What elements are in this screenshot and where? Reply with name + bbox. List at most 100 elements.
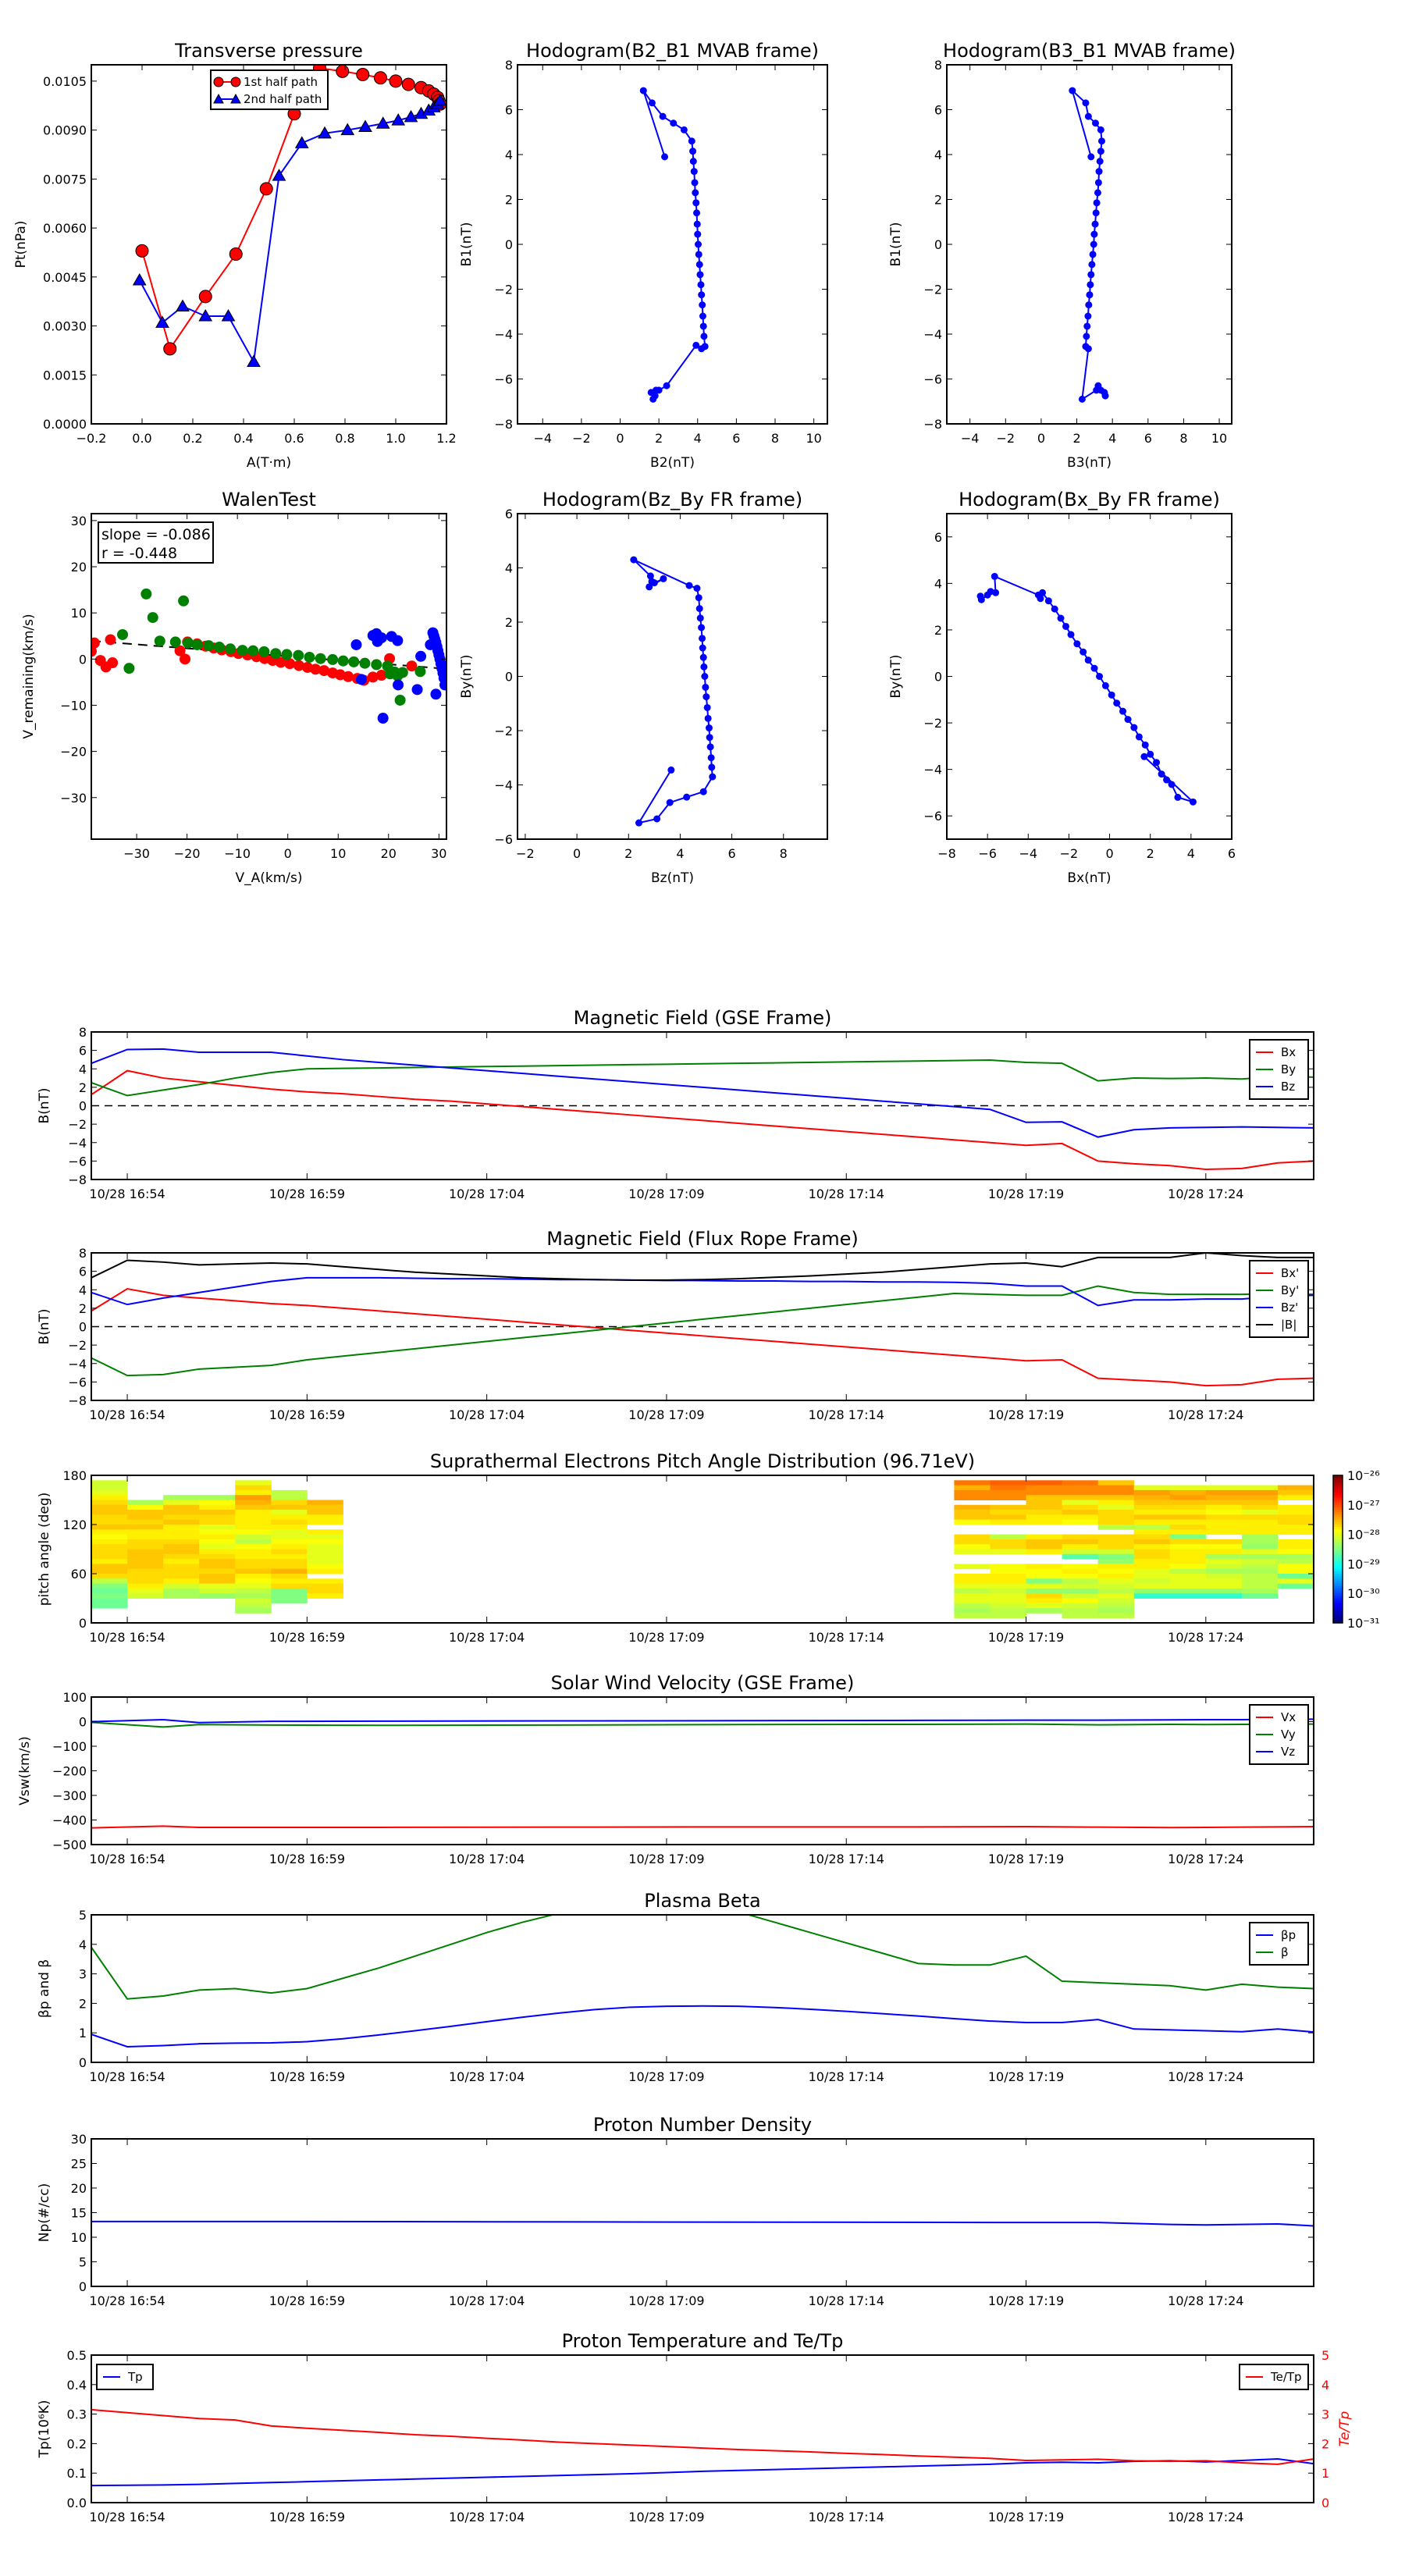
hodogram-bx-by-ylabel: By(nT) (888, 654, 904, 698)
heatmap-cell (1026, 1489, 1063, 1496)
time-tick-label: 10/28 17:09 (628, 2293, 704, 2308)
heatmap-cell (1062, 1489, 1099, 1496)
heatmap-cell (235, 1485, 272, 1491)
data-point (91, 646, 97, 657)
heatmap-cell (235, 1608, 272, 1614)
data-point (653, 815, 661, 823)
data-point (155, 315, 169, 328)
x-tick-label: 2 (1147, 846, 1154, 861)
heatmap-cell (1169, 1553, 1207, 1560)
heatmap-cell (954, 1583, 991, 1589)
data-point (270, 648, 282, 660)
data-point (315, 653, 326, 664)
data-point (692, 189, 699, 197)
series-line-np (91, 2220, 1314, 2227)
y-tick-label: 0.4 (67, 2378, 87, 2393)
heatmap-cell (1277, 1549, 1314, 1555)
heatmap-cell (1062, 1480, 1099, 1486)
legend-marker-circle (213, 76, 224, 87)
data-point (213, 641, 225, 653)
x-tick-label: 0.4 (233, 431, 253, 446)
data-point (691, 179, 699, 187)
heatmap-cell (1062, 1544, 1099, 1550)
heatmap-cell (235, 1549, 272, 1555)
heatmap-cell (1133, 1534, 1171, 1540)
data-point (649, 395, 657, 403)
heatmap-cell (1097, 1500, 1135, 1506)
y-tick-label: 0 (934, 237, 942, 252)
data-point (135, 244, 149, 258)
data-point (1108, 691, 1115, 699)
time-tick-label: 10/28 17:14 (809, 2069, 884, 2084)
y-tick-label: −4 (923, 327, 942, 342)
mag-field-gse-ylabel: B(nT) (37, 1087, 52, 1123)
heatmap-cell (127, 1544, 164, 1550)
y-tick-label: 2 (79, 1996, 87, 2011)
heatmap-cell (307, 1504, 343, 1510)
data-point (247, 354, 261, 368)
heatmap-cell (163, 1539, 200, 1545)
data-point (327, 653, 339, 665)
colorbar-segment (1333, 1495, 1343, 1498)
data-point (991, 572, 998, 580)
heatmap-cell (1205, 1593, 1243, 1599)
y-tick-label: 6 (934, 530, 942, 545)
y-tick-label: 2 (934, 193, 942, 208)
colorbar-segment (1333, 1556, 1343, 1560)
proton-density-chart: Proton Number Density 0 5 10 15 20 25 30 10/28 1… (37, 2114, 1314, 2308)
time-tick-label: 10/28 17:19 (988, 2510, 1064, 2524)
data-point (1078, 395, 1086, 403)
heatmap-cell (1133, 1583, 1171, 1589)
y-tick-label: −6 (68, 1154, 87, 1169)
x-tick-label: 1.2 (436, 431, 456, 446)
heatmap-cell (1133, 1574, 1171, 1579)
heatmap-cell (1277, 1583, 1314, 1589)
heatmap-cell (1133, 1539, 1171, 1545)
x-tick-label: 4 (1187, 846, 1195, 861)
heatmap-cell (235, 1588, 272, 1594)
mag-field-fr-plot-area (91, 1253, 1314, 1387)
heatmap-cell (91, 1539, 128, 1545)
heatmap-cell (1026, 1514, 1063, 1521)
heatmap-cell (127, 1539, 164, 1545)
data-point (661, 153, 669, 161)
colorbar-segment (1333, 1529, 1343, 1533)
heatmap-cell (1169, 1500, 1207, 1506)
y-tick-label: 0.0000 (43, 417, 87, 432)
data-point (350, 639, 362, 650)
heatmap-cell (1241, 1553, 1279, 1560)
heatmap-cell (235, 1500, 272, 1506)
heatmap-cell (990, 1510, 1027, 1515)
heatmap-cell (990, 1613, 1027, 1619)
data-point (358, 119, 372, 132)
heatmap-cell (127, 1588, 164, 1594)
colorbar-segment (1333, 1475, 1343, 1478)
data-point (693, 585, 701, 592)
data-point (1094, 189, 1101, 197)
time-tick-label: 10/28 17:04 (449, 2293, 525, 2308)
data-point (1101, 681, 1109, 689)
heatmap-cell (1241, 1544, 1279, 1550)
proton-density-title: Proton Number Density (593, 2114, 812, 2136)
heatmap-cell (163, 1500, 200, 1506)
colorbar-segment (1333, 1620, 1343, 1624)
time-tick-label: 10/28 17:04 (449, 1407, 525, 1422)
data-point (203, 640, 215, 652)
y-tick-label: 120 (62, 1517, 87, 1532)
walen-test-title: WalenTest (222, 489, 316, 511)
heatmap-cell (1097, 1559, 1135, 1564)
time-tick-label: 10/28 17:14 (809, 1852, 884, 1866)
heatmap-cell (1169, 1495, 1207, 1500)
x-tick-label: 0 (573, 846, 581, 861)
heatmap-cell (1205, 1583, 1243, 1589)
data-point (1113, 699, 1121, 707)
y-tick-label: 2 (505, 615, 513, 630)
heatmap-cell (954, 1495, 991, 1500)
heatmap-cell (1241, 1583, 1279, 1589)
heatmap-cell (235, 1553, 272, 1560)
y-tick-label: 0.5 (67, 2348, 87, 2363)
colorbar-segment (1333, 1527, 1343, 1530)
y-tick-label: −300 (52, 1788, 87, 1803)
legend-marker-triangle (230, 93, 241, 104)
heatmap-cell (954, 1519, 991, 1525)
